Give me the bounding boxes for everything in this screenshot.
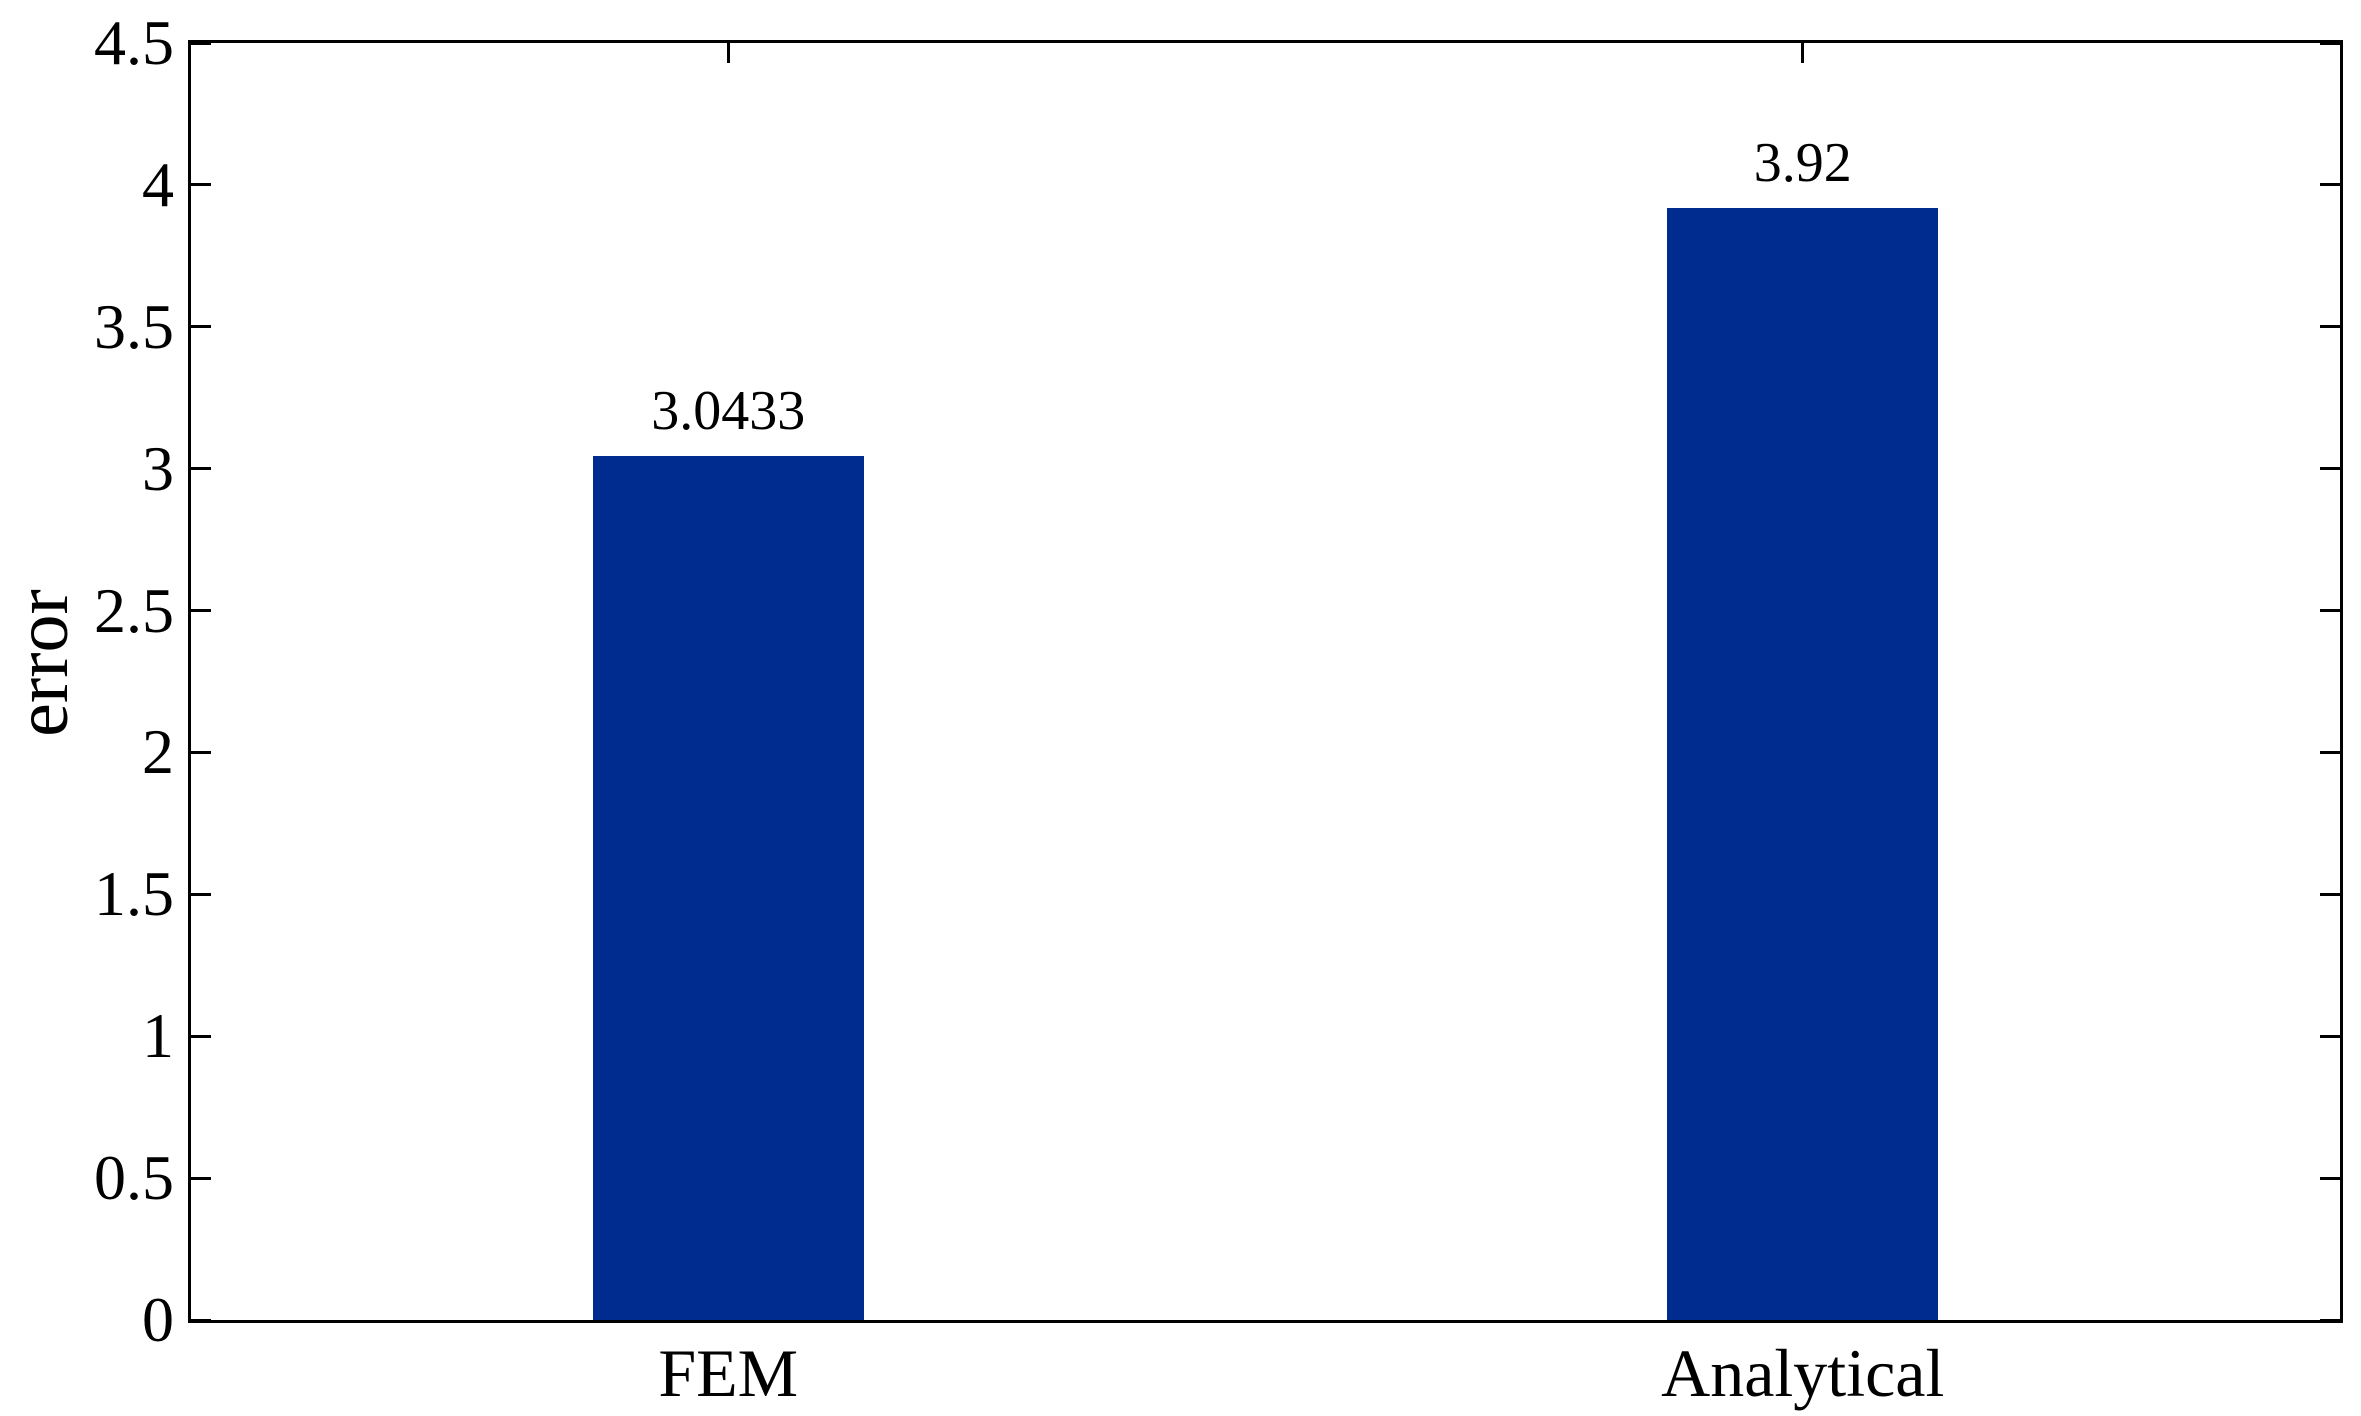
x-category-label-analytical: Analytical <box>1661 1335 1945 1411</box>
y-tick-label: 2 <box>142 716 174 788</box>
y-tick-left <box>191 1176 211 1180</box>
x-category-label-fem: FEM <box>658 1335 799 1411</box>
y-tick-right <box>2320 1034 2340 1038</box>
y-tick-left <box>191 1034 211 1038</box>
bar-analytical <box>1667 208 1939 1320</box>
y-tick-label: 1 <box>142 1000 174 1072</box>
y-tick-right <box>2320 41 2340 45</box>
y-tick-right <box>2320 892 2340 896</box>
bar-fem <box>592 456 864 1320</box>
y-tick-right <box>2320 467 2340 471</box>
bar-value-label: 3.0433 <box>651 380 806 442</box>
y-tick-left <box>191 892 211 896</box>
y-tick-label: 3 <box>142 432 174 504</box>
y-tick-left <box>191 467 211 471</box>
y-tick-right <box>2320 609 2340 613</box>
y-tick-label: 4 <box>142 148 174 220</box>
y-tick-right <box>2320 1318 2340 1322</box>
x-tick-top <box>1801 43 1805 63</box>
y-tick-label: 0.5 <box>94 1142 174 1214</box>
y-tick-right <box>2320 1176 2340 1180</box>
plot-area: 3.0433 3.92 <box>188 40 2343 1323</box>
y-tick-right <box>2320 325 2340 329</box>
y-tick-right <box>2320 183 2340 187</box>
y-tick-label: 2.5 <box>94 574 174 646</box>
y-tick-label: 4.5 <box>94 7 174 78</box>
y-tick-left <box>191 750 211 754</box>
y-tick-left <box>191 609 211 613</box>
y-axis-label: error <box>0 589 84 737</box>
y-tick-left <box>191 41 211 45</box>
y-tick-left <box>191 325 211 329</box>
y-tick-right <box>2320 750 2340 754</box>
y-tick-left <box>191 1318 211 1322</box>
y-tick-label: 0 <box>142 1284 174 1355</box>
y-tick-left <box>191 183 211 187</box>
x-tick-top <box>726 43 730 63</box>
bar-value-label: 3.92 <box>1753 132 1852 194</box>
y-tick-label: 1.5 <box>94 858 174 930</box>
y-tick-label: 3.5 <box>94 290 174 362</box>
